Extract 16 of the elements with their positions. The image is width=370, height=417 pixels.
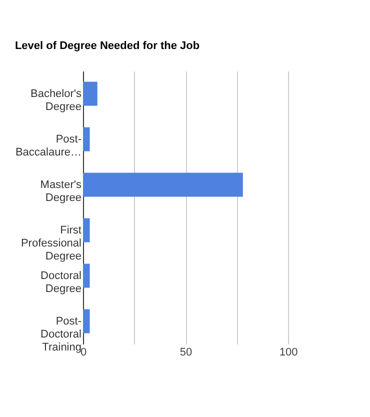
y-tick-label: Post-Doctoral Training (40, 315, 82, 354)
x-tick-label: 100 (279, 346, 298, 358)
chart-title: Level of Degree Needed for the Job (14, 40, 200, 52)
x-tick-label: 50 (180, 346, 192, 358)
x-tick-label: 0 (80, 346, 87, 358)
y-tick-label: Bachelor's Degree (30, 88, 82, 113)
bar (83, 127, 90, 152)
bar (83, 264, 90, 288)
bar (83, 82, 98, 106)
y-tick-label: Doctoral Degree (40, 270, 82, 295)
y-tick-label: First Professional Degree (20, 224, 82, 262)
y-tick-label: Post-Baccalaure… (15, 133, 82, 158)
bar (83, 172, 243, 197)
y-tick-label: Master's Degree (40, 178, 82, 204)
bar (83, 218, 90, 242)
bar (83, 309, 90, 334)
